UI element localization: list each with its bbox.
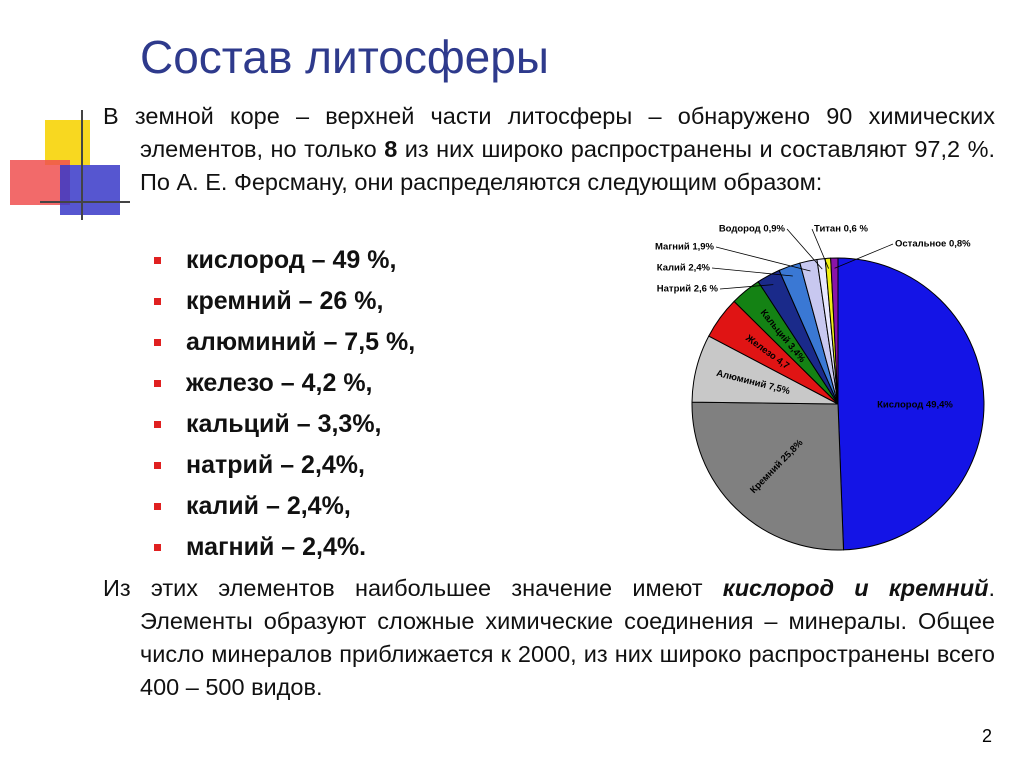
pie-slice (778, 262, 839, 405)
intro: В земной коре – верхней части литосферы … (103, 100, 995, 199)
pie-slice (799, 258, 839, 405)
slice-label: Натрий 2,6 % (657, 284, 719, 295)
pie-slice (837, 257, 985, 551)
slice-label: Алюминий 7,5% (715, 368, 791, 397)
text: кислород и кремний (722, 575, 989, 601)
pie-slice (824, 257, 839, 405)
pie-slice (691, 401, 845, 551)
leader-line (834, 243, 894, 269)
element-list: кислород – 49 %, кремний – 26 %, алюминий … (152, 240, 415, 568)
text: . Элементы образуют сложные химические с… (140, 575, 995, 700)
slice-label: Калий 2,4% (657, 263, 711, 274)
pie-slice (691, 335, 839, 405)
leader-line (786, 228, 823, 270)
leader-line (715, 246, 811, 272)
leader-line (719, 284, 774, 290)
text: Из этих элементов наибольшее значение им… (103, 575, 723, 601)
text: из них широко распространены и составляю… (140, 136, 995, 195)
slice-label: Железо 4,7 (743, 332, 792, 372)
list-item: кислород – 49 %, (152, 240, 415, 281)
slice-label: Титан 0,6 % (814, 224, 868, 235)
leader-line (711, 267, 793, 277)
pie-slice (733, 281, 839, 405)
list-item: кремний – 26 %, (152, 281, 415, 322)
list-item: кальций – 3,3%, (152, 404, 415, 445)
title: Состав литосферы (140, 31, 549, 83)
list-item: магний – 2,4%. (152, 527, 415, 568)
list-item: натрий – 2,4%, (152, 445, 415, 486)
text: В земной коре – верхней части литосферы … (103, 103, 995, 162)
pie-slice (830, 257, 839, 405)
outro: Из этих элементов наибольшее значение им… (103, 572, 995, 704)
pie-slice (708, 300, 839, 405)
slice-label: Магний 1,9% (655, 242, 715, 253)
list-item: железо – 4,2 %, (152, 363, 415, 404)
leader-line (811, 228, 829, 269)
text: 8 (384, 136, 398, 162)
slice-label: Кальций 3,4% (758, 308, 808, 366)
slice-label: Кремний 25,8% (748, 437, 806, 496)
slice-label: Кислород 49,4% (877, 400, 953, 411)
list-item: алюминий – 7,5 %, (152, 322, 415, 363)
decoration (10, 110, 130, 220)
page-number: 2 (982, 726, 993, 746)
list-item: калий – 2,4%, (152, 486, 415, 527)
pie-slice (757, 269, 839, 405)
pie-slice (816, 258, 839, 405)
slice-label: Водород 0,9% (719, 224, 786, 235)
slice-label: Остальное 0,8% (895, 239, 971, 250)
